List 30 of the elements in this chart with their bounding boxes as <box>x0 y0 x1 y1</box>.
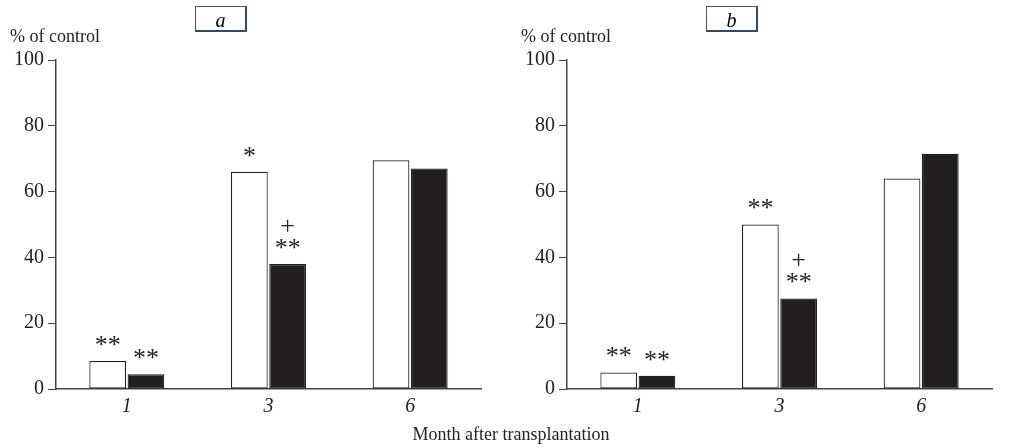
y-axis-title: % of control <box>10 25 100 46</box>
annotation: ** <box>643 344 670 374</box>
y-tick-label: 80 <box>535 113 555 136</box>
x-tick-label: 1 <box>121 394 132 417</box>
y-tick-label: 40 <box>535 244 555 267</box>
annotation: ** <box>132 343 159 373</box>
y-tick-label: 0 <box>34 376 44 399</box>
y-tick-label: 60 <box>535 178 555 201</box>
x-axis-title: Month after transplantation <box>411 424 611 445</box>
y-tick-label: 60 <box>24 178 44 201</box>
y-tick-label: 80 <box>24 113 44 136</box>
x-tick-label: 3 <box>773 394 785 417</box>
annotation: ** <box>747 193 774 223</box>
annotation: ** <box>605 341 632 371</box>
x-tick-label: 6 <box>916 394 927 417</box>
y-tick-label: 20 <box>535 310 555 333</box>
annotation: ** <box>785 267 812 297</box>
annotation: * <box>242 140 256 170</box>
x-tick-label: 6 <box>405 394 416 417</box>
y-tick-label: 40 <box>24 244 44 267</box>
chart-title: b <box>706 6 758 32</box>
x-tick-label: 1 <box>632 394 643 417</box>
y-tick-label: 0 <box>545 376 555 399</box>
y-tick-label: 100 <box>525 47 555 70</box>
annotation: ** <box>94 329 121 359</box>
chart-title: a <box>195 6 247 32</box>
y-axis-title: % of control <box>521 25 611 46</box>
y-tick-label: 100 <box>14 47 44 70</box>
x-tick-label: 3 <box>262 394 274 417</box>
y-tick-label: 20 <box>24 310 44 333</box>
